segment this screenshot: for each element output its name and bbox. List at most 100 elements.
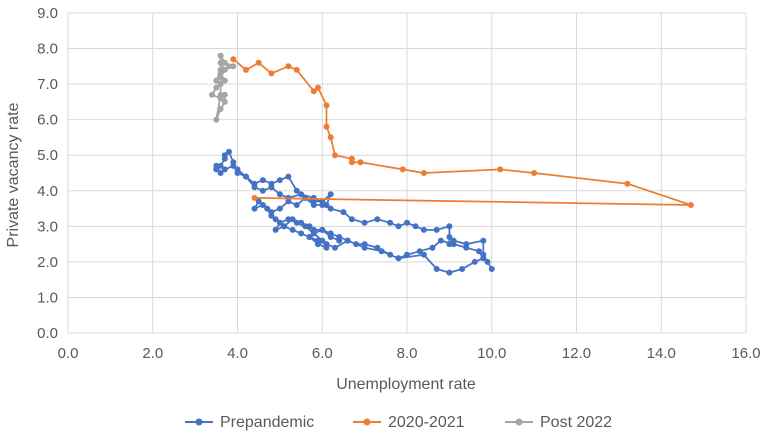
data-point (315, 241, 321, 248)
data-point (293, 202, 300, 208)
y-tick-label: 0.0 (37, 325, 58, 342)
data-point (251, 194, 258, 201)
y-tick-label: 2.0 (37, 254, 58, 271)
x-axis-title: Unemployment rate (336, 376, 476, 393)
data-point (251, 205, 258, 212)
data-point (302, 223, 309, 230)
data-point (272, 226, 279, 233)
data-point (327, 234, 334, 240)
data-point (404, 251, 410, 258)
data-point (272, 216, 279, 223)
data-point (268, 184, 275, 191)
legend-marker (515, 418, 523, 426)
data-point (226, 148, 232, 155)
data-point (268, 212, 275, 219)
data-point (319, 226, 326, 233)
data-point (323, 244, 330, 251)
data-point (323, 102, 330, 109)
y-tick-label: 1.0 (37, 289, 58, 306)
tick-labels: 0.0 1.0 2.0 3.0 4.0 5.0 6.0 7.0 8.0 9.0 0.0 2.0 4.0 6… (37, 5, 760, 362)
data-point (374, 244, 381, 251)
data-point (378, 248, 385, 255)
legend-label: Post 2022 (540, 414, 612, 431)
data-point (433, 266, 440, 272)
data-point (276, 191, 283, 198)
data-point (289, 216, 296, 223)
data-point (323, 123, 330, 130)
data-point (259, 202, 266, 208)
series-2 (209, 52, 237, 123)
data-point (357, 159, 364, 166)
data-point (243, 66, 249, 73)
legend-marker (363, 418, 371, 426)
data-point (217, 170, 224, 176)
data-point (624, 180, 631, 187)
data-point (429, 244, 436, 251)
data-point (285, 198, 292, 205)
data-point (213, 162, 220, 169)
data-point (255, 198, 262, 205)
data-point (353, 241, 360, 248)
x-tick-label: 0.0 (58, 345, 79, 362)
legend-marker (195, 418, 203, 426)
data-point (412, 223, 419, 230)
series-layer (209, 52, 694, 276)
data-point (213, 77, 220, 84)
y-tick-label: 6.0 (37, 112, 58, 129)
y-tick-label: 3.0 (37, 218, 58, 235)
data-point (399, 166, 406, 173)
data-point (361, 219, 368, 226)
data-point (234, 166, 241, 173)
legend-label: 2020-2021 (388, 414, 465, 431)
data-point (433, 226, 440, 233)
x-tick-label: 8.0 (397, 345, 418, 362)
y-tick-label: 8.0 (37, 41, 58, 58)
data-point (420, 170, 427, 176)
x-tick-label: 10.0 (477, 345, 506, 362)
y-axis-title: Private vacancy rate (5, 102, 22, 247)
data-point (255, 59, 262, 66)
data-point (484, 258, 491, 265)
data-point (497, 166, 504, 173)
data-point (332, 244, 338, 251)
data-point (395, 223, 402, 230)
data-point (336, 237, 343, 244)
data-point (298, 219, 305, 226)
data-point (221, 166, 228, 173)
data-point (446, 269, 453, 276)
data-point (285, 63, 292, 70)
data-point (276, 219, 283, 226)
y-tick-label: 5.0 (37, 147, 58, 164)
data-point (416, 248, 423, 255)
data-point (306, 234, 313, 240)
data-point (446, 234, 453, 240)
data-point (459, 266, 466, 272)
data-point (293, 187, 300, 194)
data-point (348, 155, 355, 162)
data-point (285, 173, 292, 180)
x-tick-label: 16.0 (731, 345, 760, 362)
data-point (387, 219, 394, 226)
data-point (395, 255, 402, 262)
data-point (217, 59, 224, 66)
data-point (319, 237, 326, 244)
gridlines (67, 12, 747, 334)
data-point (259, 177, 266, 184)
data-point (293, 219, 300, 226)
y-tick-label: 9.0 (37, 5, 58, 22)
x-tick-label: 12.0 (562, 345, 591, 362)
data-point (217, 52, 224, 59)
series-0 (213, 148, 495, 276)
data-point (276, 205, 283, 212)
data-point (243, 173, 249, 180)
data-point (251, 184, 258, 191)
data-point (217, 74, 224, 80)
data-point (420, 251, 427, 258)
data-point (226, 63, 232, 70)
data-point (289, 226, 296, 233)
data-point (420, 226, 427, 233)
x-tick-label: 14.0 (647, 345, 676, 362)
data-point (230, 162, 237, 169)
data-point (310, 88, 317, 95)
